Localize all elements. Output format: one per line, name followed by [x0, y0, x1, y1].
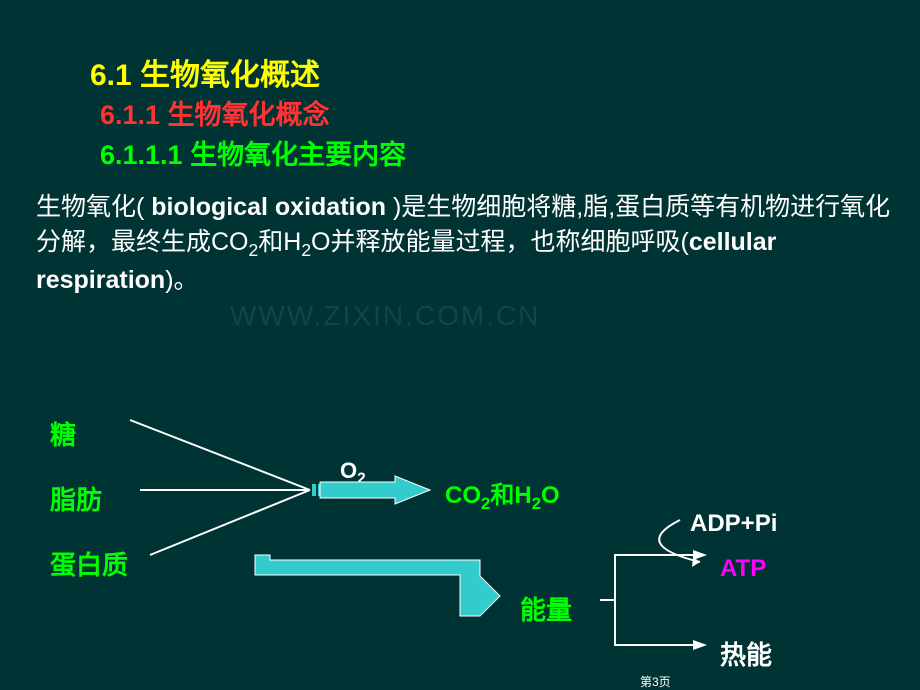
- main-arrow: [320, 476, 430, 504]
- energy-bracket: [600, 555, 700, 645]
- arrow-heat-tip: [693, 640, 707, 650]
- energy-pipe: [255, 555, 500, 616]
- flow-diagram: [0, 0, 920, 690]
- converge-lines: [130, 420, 310, 555]
